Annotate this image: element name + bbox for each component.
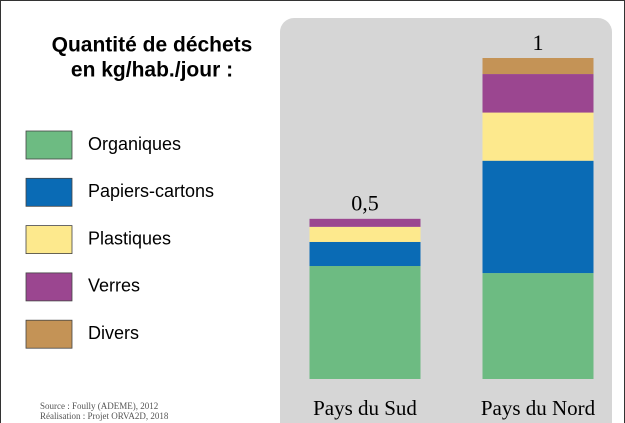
legend-label: Verres — [88, 276, 140, 296]
total-label: 1 — [533, 30, 544, 55]
bar-segment — [482, 112, 594, 161]
total-label: 0,5 — [351, 191, 379, 216]
legend-label: Plastiques — [88, 228, 171, 248]
legend-swatch — [25, 225, 73, 255]
bar-segment — [482, 273, 594, 379]
legend-swatch — [25, 177, 73, 207]
bar-segment — [309, 266, 421, 379]
bar-segment — [309, 241, 421, 267]
chart-title: Quantité de déchets — [52, 34, 253, 57]
x-tick-label: Pays du Sud — [313, 396, 417, 420]
legend-label: Organiques — [88, 134, 181, 154]
legend-label: Papiers-cartons — [88, 181, 214, 201]
legend-label: Divers — [88, 323, 139, 343]
bar-segment — [482, 74, 594, 113]
legend-swatch — [25, 272, 73, 302]
legend-swatch — [25, 130, 73, 160]
x-tick-label: Pays du Nord — [481, 396, 596, 420]
bar-segment — [309, 218, 421, 227]
bar-segment — [482, 160, 594, 274]
legend-swatch — [25, 319, 73, 349]
chart-title: en kg/hab./jour : — [71, 59, 233, 82]
source: Réalisation : Projet ORVA2D, 2018 — [40, 411, 169, 421]
bar-segment — [482, 58, 594, 75]
source: Source : Foully (ADEME), 2012 — [40, 401, 158, 411]
bar-segment — [309, 226, 421, 242]
